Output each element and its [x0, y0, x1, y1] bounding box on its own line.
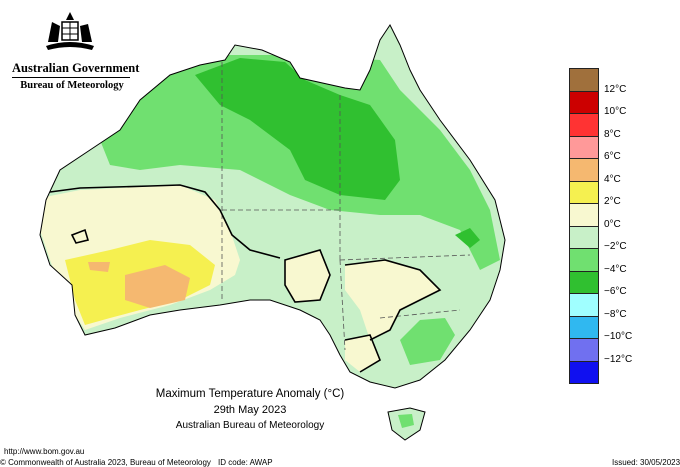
legend-swatch — [569, 294, 599, 317]
legend-swatch — [569, 159, 599, 182]
legend-label: −2°C — [604, 241, 627, 252]
legend-label: 4°C — [604, 173, 621, 185]
copyright-text: © Commonwealth of Australia 2023, Bureau… — [0, 458, 211, 467]
state-borders — [221, 62, 471, 351]
legend-swatch — [569, 316, 599, 339]
coat-of-arms-logo — [46, 12, 94, 50]
legend-swatch — [569, 204, 599, 227]
map-title: Maximum Temperature Anomaly (°C) — [155, 388, 345, 400]
header-divider — [12, 77, 130, 78]
legend-swatch — [569, 181, 599, 204]
legend-label: 6°C — [604, 151, 621, 162]
legend-label: −12°C — [604, 353, 633, 365]
legend-label: 8°C — [604, 128, 621, 140]
legend-label: −4°C — [604, 263, 627, 275]
legend-swatch — [569, 271, 599, 294]
legend-label: 12°C — [604, 83, 627, 95]
legend-label: 2°C — [604, 196, 621, 207]
map-date: 29th May 2023 — [213, 404, 287, 416]
map-source: Australian Bureau of Meteorology — [175, 420, 325, 431]
legend-label: −6°C — [604, 286, 627, 297]
legend-swatch — [569, 68, 599, 92]
bureau-title: Bureau of Meteorology — [20, 80, 124, 91]
legend-swatch — [569, 339, 599, 362]
bom-url-link[interactable]: http://www.bom.gov.au — [4, 447, 85, 456]
zero-contours — [49, 184, 442, 373]
legend-label: 0°C — [604, 218, 621, 230]
tasmania-anomaly-patch — [398, 414, 414, 428]
legend-swatch — [569, 114, 599, 137]
legend-label: 10°C — [604, 106, 627, 117]
government-title: Australian Government — [12, 61, 140, 75]
legend-swatch — [569, 136, 599, 159]
legend-swatch — [569, 226, 599, 249]
legend-label: −10°C — [604, 331, 633, 342]
legend-swatch — [569, 91, 599, 114]
legend-swatch — [569, 361, 599, 384]
legend-swatch — [569, 249, 599, 272]
id-code: ID code: AWAP — [218, 458, 273, 467]
coastline — [39, 24, 506, 389]
legend-label: −8°C — [604, 308, 627, 320]
color-legend — [569, 68, 599, 384]
issued-date: Issued: 30/05/2023 — [612, 458, 680, 467]
